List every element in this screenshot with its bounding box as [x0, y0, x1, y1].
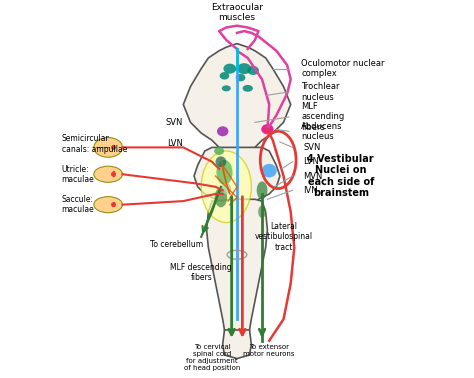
Ellipse shape [215, 187, 227, 208]
Circle shape [112, 203, 115, 206]
Text: Semicircular
canals: ampullae: Semicircular canals: ampullae [62, 134, 127, 153]
Text: MLF descending
fibers: MLF descending fibers [170, 263, 232, 282]
Ellipse shape [257, 181, 267, 199]
Text: MLF
ascending
fibers: MLF ascending fibers [301, 102, 345, 132]
Ellipse shape [258, 206, 266, 218]
Ellipse shape [223, 64, 236, 74]
Text: LVN: LVN [167, 139, 183, 148]
Text: Abducens
nucleus: Abducens nucleus [301, 122, 343, 141]
Polygon shape [183, 43, 291, 151]
Ellipse shape [243, 85, 253, 92]
Text: To cerebellum: To cerebellum [150, 240, 203, 249]
Polygon shape [194, 147, 280, 203]
Text: LVN: LVN [303, 157, 319, 166]
Ellipse shape [214, 147, 224, 155]
Ellipse shape [247, 66, 259, 75]
Text: To cervical
spinal cord
for adjustment
of head position: To cervical spinal cord for adjustment o… [184, 344, 240, 371]
Polygon shape [207, 199, 267, 333]
Ellipse shape [262, 124, 273, 133]
Ellipse shape [217, 126, 228, 136]
Text: MVN: MVN [303, 172, 323, 181]
Ellipse shape [201, 151, 251, 223]
Ellipse shape [237, 63, 251, 74]
Text: Lateral
vestibulospinal
tract: Lateral vestibulospinal tract [255, 222, 312, 252]
Ellipse shape [94, 138, 122, 157]
Text: To extensor
motor neurons: To extensor motor neurons [244, 344, 295, 357]
Text: Utricle:
maculae: Utricle: maculae [62, 164, 94, 184]
Text: Saccule:
maculae: Saccule: maculae [62, 195, 94, 214]
Ellipse shape [94, 197, 122, 213]
Circle shape [112, 146, 115, 149]
Text: Extraocular
muscles: Extraocular muscles [211, 3, 263, 22]
Ellipse shape [236, 74, 246, 81]
Text: 4 Vestibular
Nuclei on
each side of
brainstem: 4 Vestibular Nuclei on each side of brai… [308, 153, 374, 198]
Text: Trochlear
nucleus: Trochlear nucleus [301, 82, 340, 102]
Text: IVN: IVN [303, 186, 318, 195]
Ellipse shape [262, 164, 277, 177]
Ellipse shape [219, 72, 229, 80]
Polygon shape [223, 330, 251, 359]
Ellipse shape [222, 85, 231, 91]
Ellipse shape [261, 124, 273, 135]
Text: SVN: SVN [166, 118, 183, 127]
Ellipse shape [217, 160, 233, 185]
Ellipse shape [216, 156, 226, 167]
Text: SVN: SVN [303, 143, 320, 152]
Ellipse shape [94, 166, 122, 182]
Text: Oculomotor nuclear
complex: Oculomotor nuclear complex [301, 59, 385, 78]
Ellipse shape [221, 183, 231, 194]
Circle shape [112, 172, 115, 176]
